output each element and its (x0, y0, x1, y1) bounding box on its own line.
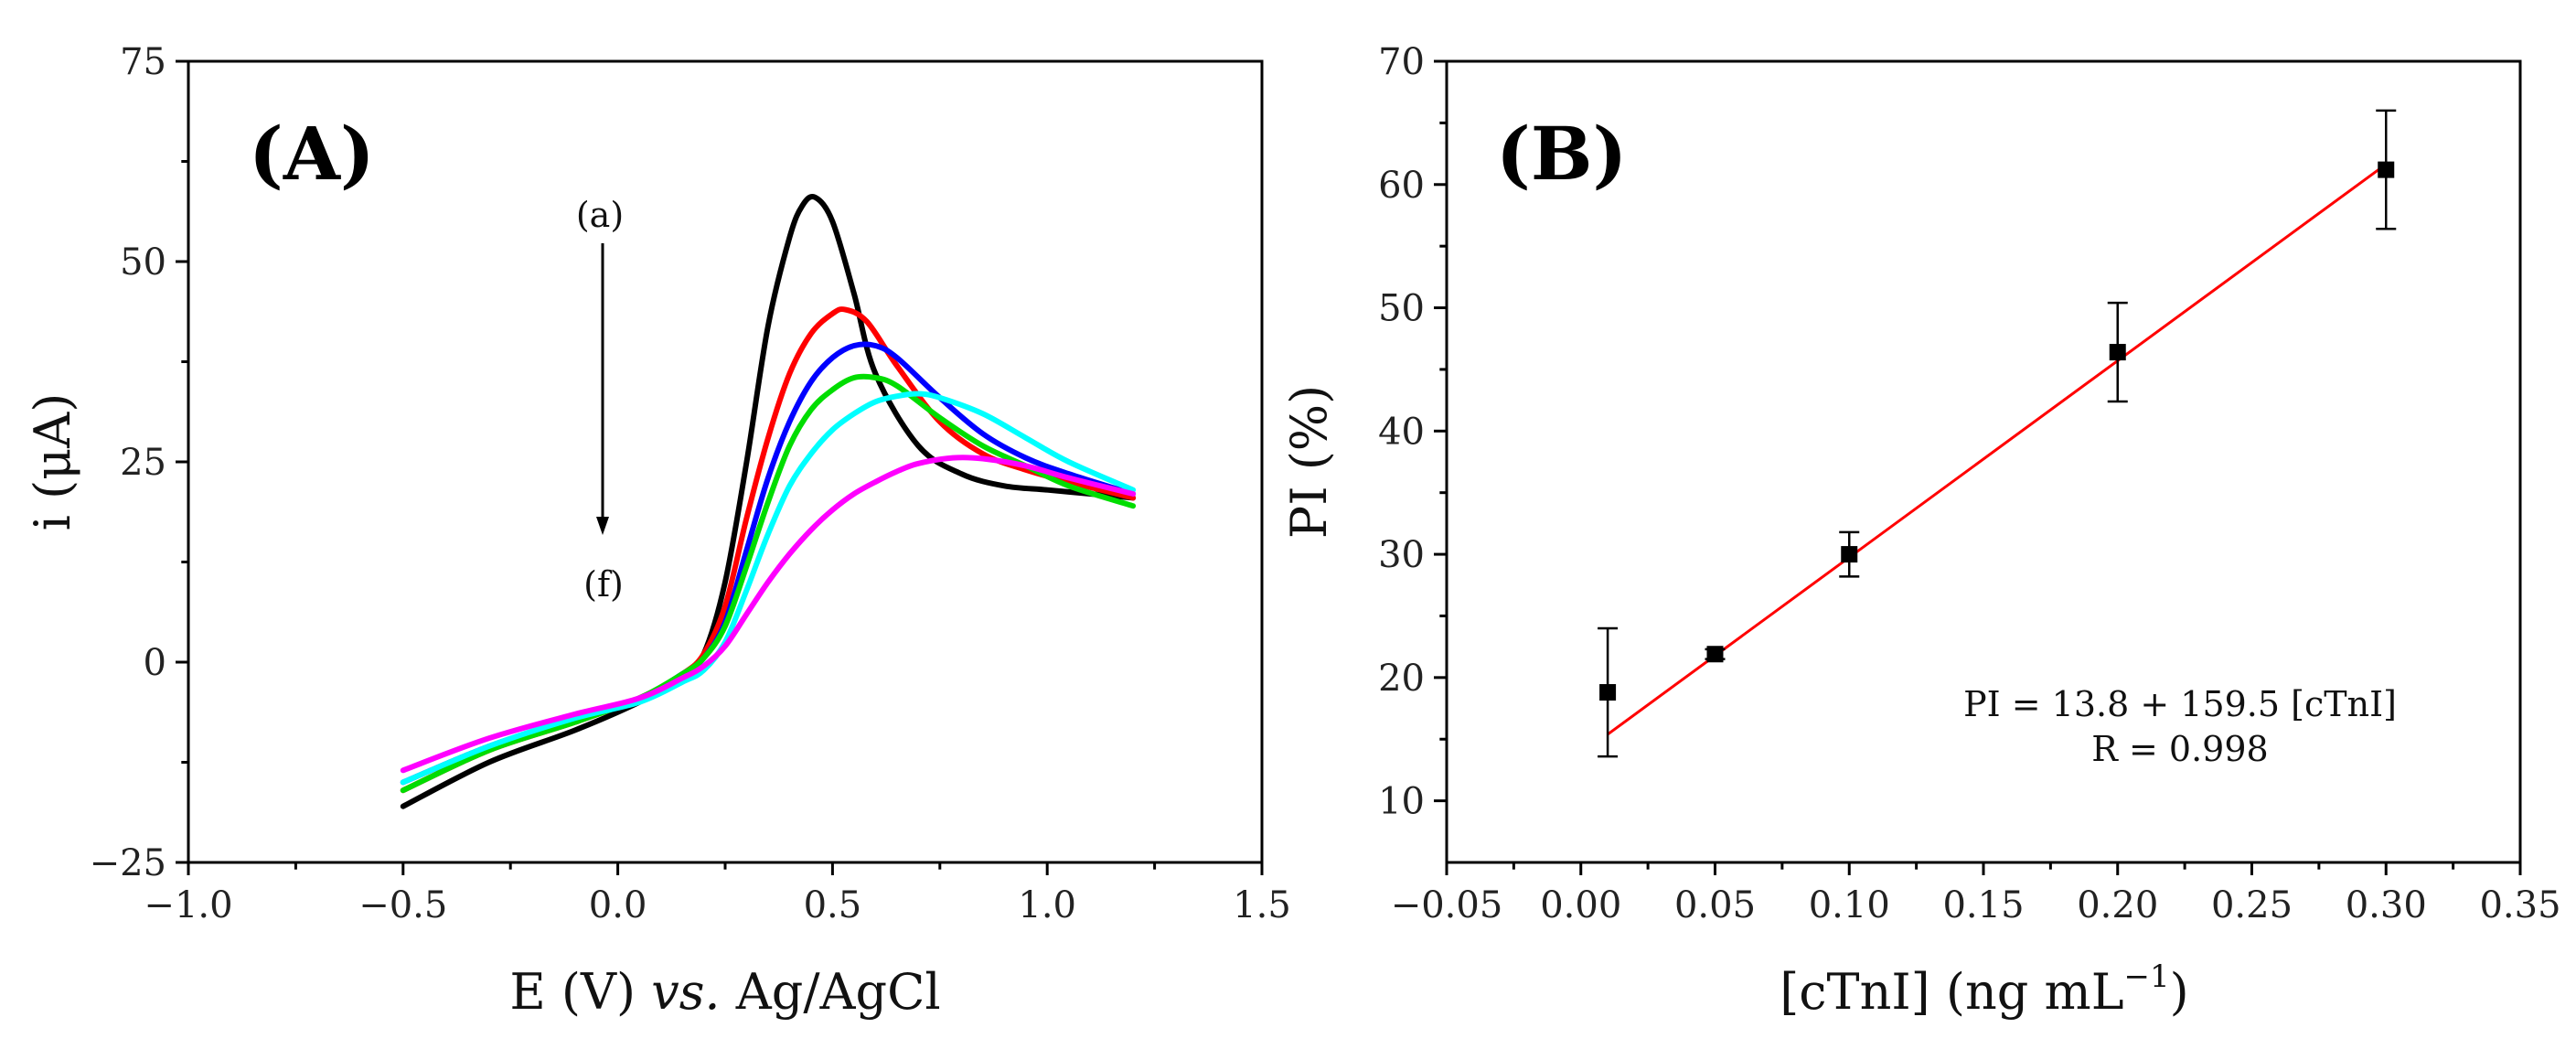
chart-a-trend-arrow-head (596, 517, 609, 535)
chart-b: −0.05 0.00 0.05 0.10 0.15 0.20 0.25 0.30 0.35 10 2… (1280, 41, 2561, 1021)
chart-a-x-axis-label-part3: Ag/AgCl (721, 963, 941, 1021)
chart-a-y-tick-label: 25 (120, 442, 166, 484)
chart-a-y-tick-label: −25 (90, 842, 166, 884)
chart-b-x-tick-label: 0.00 (1540, 884, 1621, 926)
chart-b-fit-group (1607, 163, 2388, 736)
chart-b-y-tick-label: 70 (1378, 41, 1425, 83)
chart-b-equation: PI = 13.8 + 159.5 [cTnI] (1963, 684, 2397, 724)
chart-a-series-f-line (400, 455, 1137, 774)
chart-a-x-tick-label: 1.0 (1018, 884, 1076, 926)
chart-a-y-tick-label: 0 (144, 642, 166, 684)
chart-b-x-axis-label-part3: ) (2170, 963, 2189, 1021)
chart-b-y-tick-label: 40 (1378, 411, 1425, 453)
chart-b-x-tick-label: 0.15 (1942, 884, 2024, 926)
chart-a-annotation-bottom: (f) (583, 564, 624, 605)
chart-b-y-axis-label: PI (%) (1280, 385, 1338, 539)
chart-a-panel-label: (A) (249, 111, 375, 197)
chart-a-y-tick-label: 75 (120, 41, 166, 83)
chart-b-x-tick-label: 0.10 (1809, 884, 1890, 926)
chart-b-x-axis-label: [cTnI] (ng mL−1) (1780, 958, 2189, 1021)
chart-b-x-axis-label-superscript: −1 (2124, 958, 2170, 995)
chart-b-x-tick-label: 0.20 (2077, 884, 2158, 926)
chart-b-y-tick-label: 30 (1378, 534, 1425, 576)
chart-a-series-b-line (400, 306, 1137, 794)
chart-a-x-axis-label-italic: vs. (651, 963, 720, 1021)
chart-a-y-axis-label: i (μA) (24, 393, 81, 531)
chart-b-r-value: R = 0.998 (2091, 729, 2268, 769)
chart-b-data-point (2109, 344, 2126, 361)
chart-b-x-tick-label: 0.30 (2346, 884, 2427, 926)
chart-b-x-tick-label: −0.05 (1391, 884, 1503, 926)
chart-b-y-tick-label: 10 (1378, 781, 1425, 823)
chart-a-x-axis-label-part1: E (V) (509, 963, 651, 1021)
chart-b-data-point (1841, 546, 1858, 563)
chart-a-x-tick-label: −1.0 (144, 884, 232, 926)
chart-b-x-tick-label: 0.35 (2479, 884, 2560, 926)
chart-a-ticks: −1.0 −0.5 0.0 0.5 1.0 1.5 −25 0 25 50 75 (90, 41, 1291, 926)
chart-b-data-point (1706, 646, 1724, 663)
chart-b-points-group (1598, 109, 2397, 758)
chart-b-data-point (1599, 684, 1617, 701)
chart-a-y-tick-label: 50 (120, 241, 166, 284)
chart-b-ticks: −0.05 0.00 0.05 0.10 0.15 0.20 0.25 0.30 0.35 10 2… (1378, 41, 2560, 926)
chart-b-panel-label: (B) (1496, 111, 1627, 197)
chart-a-annotation-top: (a) (576, 195, 624, 235)
chart-b-y-tick-label: 60 (1378, 165, 1425, 207)
chart-b-y-tick-label: 20 (1378, 658, 1425, 700)
chart-b-fit-line (1607, 163, 2388, 736)
chart-a-x-axis-label: E (V) vs. Ag/AgCl (509, 963, 940, 1021)
chart-a-series-group (400, 194, 1137, 809)
chart-a-x-tick-label: 1.5 (1233, 884, 1291, 926)
chart-a-series-c-line (400, 341, 1137, 786)
chart-a-x-tick-label: 0.0 (589, 884, 647, 926)
chart-a-series-e-line (400, 391, 1137, 786)
chart-b-data-point (2378, 161, 2395, 178)
chart-b-x-tick-label: 0.25 (2211, 884, 2293, 926)
chart-a-x-tick-label: 0.5 (804, 884, 862, 926)
chart-a: −1.0 −0.5 0.0 0.5 1.0 1.5 −25 0 25 50 75 (A) (a) (… (24, 41, 1291, 1021)
chart-b-y-tick-label: 50 (1378, 288, 1425, 330)
chart-a-x-tick-label: −0.5 (358, 884, 447, 926)
chart-b-x-axis-label-part1: [cTnI] (ng mL (1780, 963, 2123, 1021)
chart-b-x-tick-label: 0.05 (1674, 884, 1756, 926)
